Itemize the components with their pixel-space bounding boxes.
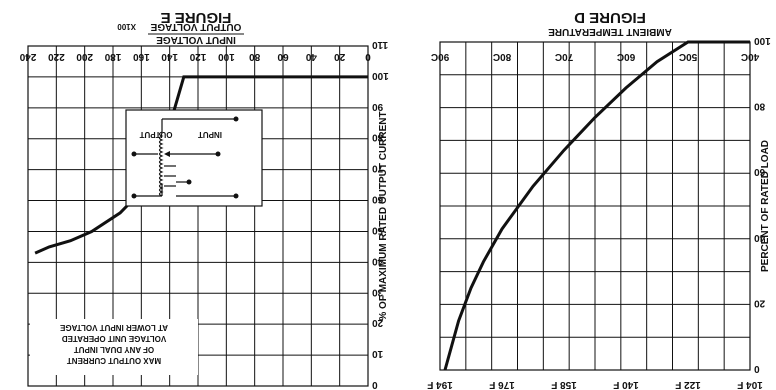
figure-e-x-ticks: 0 20 40 60 80 100 120 140 160 180 200 220 240 [19,51,371,62]
figure-d-x-tick-label-celsius: 90C [431,51,449,62]
figure-d-y-tick-label: 20 [754,297,766,308]
figure-e-x-axis-label-output: OUTPUT VOLTAGE [150,21,241,32]
figure-d-x-ticks-fahrenheit: 104 F 122 F 140 F 158 F 176 F 194 F [427,379,763,390]
schematic-terminal [186,179,192,185]
figure-d-derating-curve [443,40,750,371]
figure-e-y-tick-label: 110 [372,39,389,50]
figure-e-y-ticks: 0 10 20 30 40 50 60 70 80 90 100 110 [372,39,389,390]
figure-d-y-tick-label: 100 [754,35,771,46]
figure-e-title: FIGURE E [161,9,232,26]
figure-d-x-tick-label-fahrenheit: 176 F [489,379,515,390]
figure-e-x-tick-label: 20 [334,51,346,62]
schematic-terminal [233,116,239,122]
figure-e-y-axis-label: % OF MAXIMUM RATED OUTPUT CURRENT [378,111,389,320]
schematic-terminal [233,193,239,199]
figure-d-x-tick-label-fahrenheit: 194 F [427,379,453,390]
figure-d-y-tick-label: 80 [754,101,766,112]
figure-e-x-tick-label: 100 [218,51,235,62]
figure-d-x-tick-label-fahrenheit: 122 F [675,379,701,390]
figure-e-x-axis-label-input: INPUT VOLTAGE [156,34,236,45]
figure-e-y-tick-label: 100 [372,70,389,81]
figure-e-annotation-backdrop [30,319,198,375]
schematic-frame [125,109,263,207]
autotransformer-schematic-icon: INPUT OUTPUT [125,109,263,207]
figure-e-y-tick-label: 30 [372,286,384,297]
schematic-winding-coil [158,131,164,197]
schematic-terminal [131,151,137,157]
figure-d-x-tick-label-celsius: 80C [493,51,511,62]
figure-d-x-tick-label-celsius: 60C [617,51,635,62]
figure-e-x-tick-label: 0 [365,51,371,62]
figure-e-x-tick-label: 220 [48,51,65,62]
figure-e-y-tick-label: 80 [372,132,384,143]
figure-d-x-tick-label-celsius: 40C [741,51,759,62]
figure-e-y-tick-label: 70 [372,163,384,174]
figure-e-x-tick-label: 240 [19,51,36,62]
figure-e-y-tick-label: 0 [372,379,378,390]
figure-e-y-tick-label: 10 [372,348,384,359]
figure-e-annotation-line-1: MAX OUTPUT CURRENT [67,356,161,365]
figure-e-annotation-line-2: OF ANY DUAL INPUT [74,345,154,354]
figure-e-annotation-line-3: VOLTAGE UNIT OPERATED [62,334,167,343]
figure-e-x-tick-label: 200 [76,51,93,62]
figure-d-grid [440,42,750,370]
figure-d-frame [439,41,751,371]
figure-d-y-ticks: 0 20 40 60 80 100 [754,35,771,374]
figure-d-y-tick-label: 0 [754,363,760,374]
figure-e-y-tick-label: 20 [372,317,384,328]
figure-d-x-ticks-celsius: 40C 50C 60C 70C 80C 90C [431,51,759,62]
figure-e-annotation-line-4: AT LOWER INPUT VOLTAGE [59,323,168,332]
figure-e-x-tick-label: 80 [249,51,261,62]
figure-e-x-tick-label: 180 [104,51,121,62]
figure-e-x-tick-label: 160 [133,51,150,62]
figure-d-x-axis-label: AMBIENT TEMPERATURE [548,26,672,37]
schematic-terminal [131,193,137,199]
figure-e: FIGURE E INPUT VOLTAGE OUTPUT VOLTAGE X1… [19,9,389,390]
figure-d-x-tick-label-fahrenheit: 104 F [737,379,763,390]
figure-d: FIGURE D AMBIENT TEMPERATURE 40C 50C 60C 70… [427,9,771,390]
figure-e-y-tick-label: 50 [372,224,384,235]
figure-e-y-tick-label: 40 [372,255,384,266]
schematic-input-label: INPUT [198,130,222,139]
figure-d-y-axis-label: PERCENT OF RATED LOAD [760,140,771,272]
figure-d-y-tick-label: 40 [754,232,766,243]
figure-e-annotation: MAX OUTPUT CURRENT OF ANY DUAL INPUT VOL… [30,319,198,375]
figure-d-x-tick-label-celsius: 70C [555,51,573,62]
figure-d-x-tick-label-fahrenheit: 140 F [613,379,639,390]
figure-d-x-tick-label-fahrenheit: 158 F [551,379,577,390]
figure-e-x-tick-label: 140 [161,51,178,62]
figure-e-x-tick-label: 120 [189,51,206,62]
figure-d-title: FIGURE D [574,9,646,26]
schematic-terminal [215,151,221,157]
schematic-arrow [164,151,170,157]
figure-e-x-tick-label: 60 [277,51,289,62]
figure-e-frame [27,45,369,387]
schematic-output-label: OUTPUT [139,130,172,139]
figure-e-y-tick-label: 60 [372,194,384,205]
figure-e-x-tick-label: 40 [305,51,317,62]
figure-e-y-tick-label: 90 [372,101,384,112]
figure-e-x-multiplier: X100 [117,22,136,31]
figure-d-x-tick-label-celsius: 50C [679,51,697,62]
figure-d-y-tick-label: 60 [754,166,766,177]
